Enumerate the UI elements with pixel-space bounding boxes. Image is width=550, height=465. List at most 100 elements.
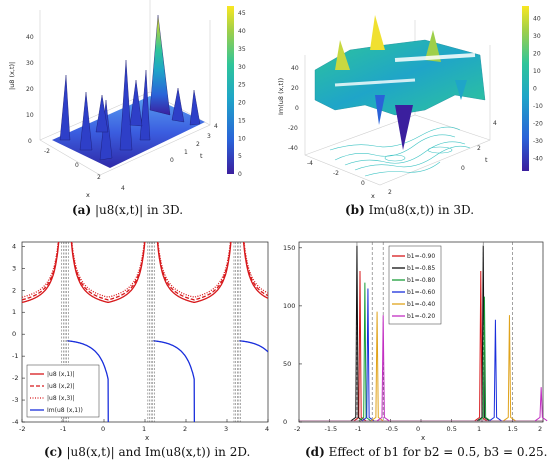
colorbar-tick-label: 10 <box>533 68 541 75</box>
x-tick-label-c: -2 <box>19 425 25 433</box>
axes-box-a <box>39 0 211 176</box>
series-line-c <box>239 340 268 353</box>
legend-c: |u8 (x,1)| |u8 (x,2)| |u8 (x,3)| Im(u8 (x,1… <box>26 364 100 418</box>
xlabel-c: x <box>145 434 149 442</box>
svg-text:-2: -2 <box>44 148 50 155</box>
svg-text:10: 10 <box>26 112 34 119</box>
series-line-c <box>153 340 196 422</box>
colorbar-tick-label: 20 <box>533 50 541 57</box>
peak-d <box>476 245 490 422</box>
svg-text:2: 2 <box>477 145 481 152</box>
colorbar-tick-label: -40 <box>533 156 543 163</box>
svg-text:30: 30 <box>26 60 34 67</box>
x-tick-label-c: -1 <box>60 425 66 433</box>
y-tick-label-c: 0 <box>12 330 16 338</box>
zlabel-b: Im(u8 (x,t)) <box>277 78 285 115</box>
svg-text:2: 2 <box>97 174 101 181</box>
colorbar-tick-label: 45 <box>238 10 246 17</box>
colorbar-tick-label: -30 <box>533 138 543 145</box>
peak-d <box>534 387 548 422</box>
colorbar-tick-label: -10 <box>533 103 543 110</box>
caption-a: (a) |u8(x,t)| in 3D. <box>72 203 184 217</box>
x-tick-label-d: 0.5 <box>447 425 457 433</box>
x-tick-label-d: 1.5 <box>508 425 518 433</box>
y-tick-label-d: 100 <box>283 302 295 310</box>
y-ticks-b: 4 2 0 <box>461 120 497 172</box>
series-line-c <box>67 340 109 422</box>
panel-c: -2 -1 0 1 2 3 4 -4 -3 -2 -1 0 1 2 3 4 x |u8 (x,1)| |u8 (x,… <box>0 232 275 465</box>
surface-plot-a: 0 10 20 30 40 |u8 (x,t)| -2 0 2 4 x 4 3 … <box>8 0 246 199</box>
colorbar-tick-label: 0 <box>533 86 537 93</box>
x-ticks-b: -4 -2 0 2 <box>307 160 392 196</box>
colorbar-tick-label: 0 <box>238 171 242 178</box>
peak-d <box>503 315 516 422</box>
caption-c: (c) |u8(x,t)| and Im(u8(x,t)) in 2D. <box>44 445 251 459</box>
peak-d <box>478 296 491 422</box>
contour-floor-b <box>329 126 471 177</box>
series-line-c <box>157 242 232 301</box>
y-tick-label-d: 50 <box>283 360 291 368</box>
svg-text:2: 2 <box>388 189 392 196</box>
colorbar-a <box>227 6 234 174</box>
caption-d: (d) Effect of b1 for b2 = 0.5, b3 = 0.25… <box>305 445 548 459</box>
colorbar-tick-label: 40 <box>533 15 541 22</box>
y-tick-label-c: -2 <box>12 374 18 382</box>
svg-text:0: 0 <box>75 162 79 169</box>
series-line-c <box>22 242 59 298</box>
series-line-c <box>22 242 60 304</box>
svg-text:0: 0 <box>361 180 365 187</box>
colorbar-tick-label: 30 <box>533 33 541 40</box>
series-line-c <box>71 242 145 298</box>
ylabel-b: t <box>485 156 488 164</box>
legend-label-d: b1=-0.20 <box>407 313 435 320</box>
svg-text:-40: -40 <box>288 145 298 152</box>
x-tick-label-d: 2 <box>538 425 542 433</box>
y-tick-label-c: 3 <box>12 264 16 272</box>
y-tick-label-c: 1 <box>12 308 16 316</box>
x-tick-label-d: -1 <box>355 425 361 433</box>
xlabel-a: x <box>86 191 90 199</box>
panel-b: 40 20 0 -20 -40 Im(u8 (x,t)) -4 -2 0 2 x… <box>275 0 550 222</box>
panel-a: 0 10 20 30 40 |u8 (x,t)| -2 0 2 4 x 4 3 … <box>0 0 275 222</box>
x-tick-label-c: 0 <box>101 425 105 433</box>
legend-label-c: Im(u8 (x,1)) <box>47 407 83 414</box>
caption-b: (b) Im(u8(x,t)) in 3D. <box>345 203 475 217</box>
y-tick-label-d: 150 <box>283 244 295 252</box>
colorbar-ticks-b: -40 -30 -20 -10 0 10 20 30 40 <box>533 15 543 162</box>
svg-text:-2: -2 <box>333 170 339 177</box>
y-tick-label-c: 2 <box>12 286 16 294</box>
svg-text:4: 4 <box>493 120 497 127</box>
x-ticks-a: -2 0 2 4 <box>44 148 125 192</box>
peak-d <box>350 245 364 422</box>
colorbar-tick-label: 10 <box>238 135 246 142</box>
legend-label-d: b1=-0.90 <box>407 253 435 260</box>
panel-d: -2 -1.5 -1 -0.5 0 0.5 1 1.5 2 0 50 100 150 x b1=-0.90 b… <box>275 232 550 465</box>
x-tick-label-d: -2 <box>294 425 300 433</box>
peak-d <box>361 288 375 422</box>
series-line-c <box>22 433 31 442</box>
peak-d <box>489 319 502 422</box>
series-line-c <box>70 242 146 301</box>
x-tick-label-c: 2 <box>183 425 187 433</box>
surface-features-b <box>334 15 476 150</box>
legend-label-c: |u8 (x,1)| <box>47 371 75 378</box>
peak-d <box>358 282 372 422</box>
x-tick-label-c: 3 <box>224 425 228 433</box>
series-line-c <box>243 242 268 294</box>
legend-label-d: b1=-0.85 <box>407 265 435 272</box>
legend-label-c: |u8 (x,2)| <box>47 383 75 390</box>
svg-text:20: 20 <box>26 86 34 93</box>
svg-text:4: 4 <box>214 123 218 130</box>
svg-text:3: 3 <box>207 133 211 140</box>
series-line-c <box>22 242 60 301</box>
x-tick-label-d: 1 <box>477 425 481 433</box>
y-ticks-a: 4 3 2 1 0 <box>170 123 218 164</box>
colorbar-tick-label: 35 <box>238 46 246 53</box>
colorbar-tick-label: -20 <box>533 121 543 128</box>
ylabel-a: t <box>200 152 203 160</box>
svg-text:20: 20 <box>291 85 299 92</box>
colorbar-tick-label: 5 <box>238 153 242 160</box>
legend-d: b1=-0.90 b1=-0.85 b1=-0.80 b1=-0.60 b1=-0.40… <box>388 245 442 325</box>
colorbar-tick-label: 15 <box>238 117 246 124</box>
svg-text:0: 0 <box>28 138 32 145</box>
